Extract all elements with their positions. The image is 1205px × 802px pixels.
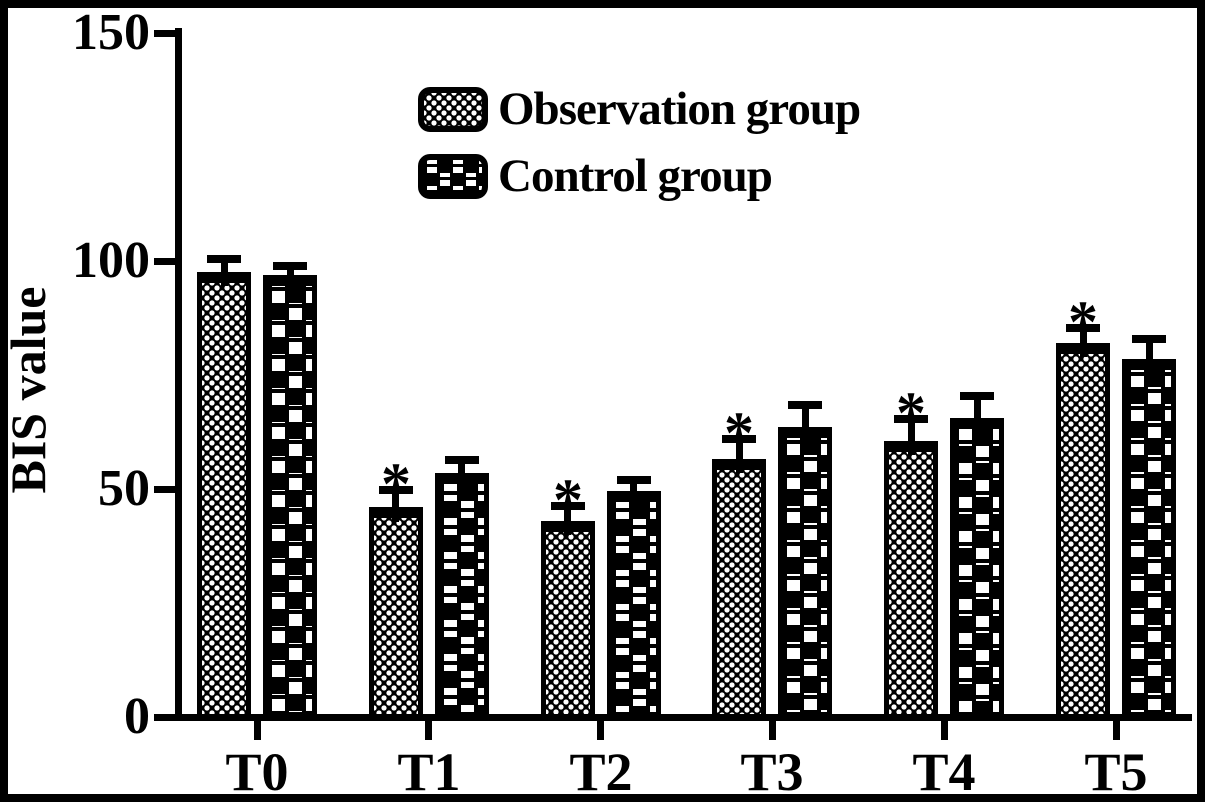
significance-asterisk-T3: *: [724, 400, 754, 466]
significance-asterisk-T2: *: [553, 467, 583, 533]
error-bar-stem-control-T2: [630, 484, 637, 505]
bar-observation-T2: [541, 521, 595, 721]
bar-observation-T5: [1056, 343, 1110, 721]
bar-observation-T1: [369, 507, 423, 721]
bar-control-T4: [950, 418, 1004, 721]
error-bar-cap-observation-T3: [722, 435, 756, 443]
x-tick-label-T1: T1: [397, 742, 461, 802]
error-bar-cap-observation-T1: [379, 486, 413, 494]
error-bar-cap-observation-T0: [207, 255, 241, 263]
error-bar-stem-observation-T0: [221, 263, 228, 286]
x-tick-label-T2: T2: [569, 742, 633, 802]
x-tick-mark-T2: [597, 721, 604, 740]
y-axis-line: [175, 28, 182, 721]
legend-label-observation-group: Observation group: [498, 83, 861, 135]
x-tick-label-T4: T4: [912, 742, 976, 802]
significance-asterisk-T1: *: [381, 451, 411, 517]
x-tick-mark-T1: [425, 721, 432, 740]
error-bar-stem-observation-T5: [1080, 332, 1087, 357]
x-tick-mark-T4: [941, 721, 948, 740]
legend-item-observation-group: Observation group: [418, 83, 861, 135]
x-tick-label-T3: T3: [740, 742, 804, 802]
error-bar-cap-control-T5: [1132, 335, 1166, 343]
bar-control-T3: [778, 427, 832, 721]
legend-item-control-group: Control group: [418, 150, 860, 202]
error-bar-cap-observation-T4: [894, 415, 928, 423]
significance-asterisk-T5: *: [1068, 289, 1098, 355]
y-tick-mark-0: [154, 714, 176, 721]
y-tick-mark-50: [154, 486, 176, 493]
error-bar-stem-control-T5: [1146, 343, 1153, 373]
error-bar-stem-observation-T1: [392, 494, 399, 522]
x-tick-mark-T3: [769, 721, 776, 740]
bar-control-T1: [435, 473, 489, 721]
error-bar-cap-observation-T5: [1066, 324, 1100, 332]
error-bar-cap-control-T3: [788, 401, 822, 409]
observation-group-pattern-swatch-icon: [418, 86, 488, 132]
bar-observation-T3: [712, 459, 766, 721]
y-tick-label-0: 0: [124, 688, 150, 745]
error-bar-stem-control-T1: [458, 464, 465, 487]
significance-asterisk-T4: *: [896, 380, 926, 446]
bar-observation-T4: [884, 441, 938, 721]
error-bar-cap-control-T2: [617, 476, 651, 484]
error-bar-stem-control-T4: [974, 400, 981, 432]
error-bar-stem-control-T3: [802, 409, 809, 441]
x-axis-line: [154, 714, 1192, 721]
error-bar-cap-control-T4: [960, 392, 994, 400]
error-bar-cap-control-T0: [273, 262, 307, 270]
error-bar-stem-observation-T3: [736, 443, 743, 473]
bar-observation-T0: [197, 272, 251, 721]
error-bar-cap-control-T1: [445, 456, 479, 464]
y-tick-mark-100: [154, 258, 176, 265]
error-bar-cap-observation-T2: [551, 502, 585, 510]
error-bar-stem-observation-T2: [564, 510, 571, 535]
error-bar-stem-observation-T4: [908, 423, 915, 455]
y-tick-mark-150: [154, 30, 176, 37]
x-tick-mark-T0: [254, 721, 261, 740]
control-group-pattern-swatch-icon: [418, 153, 488, 199]
x-tick-label-T5: T5: [1084, 742, 1148, 802]
y-tick-label-150: 150: [72, 4, 150, 61]
legend: Observation group Control group: [418, 83, 861, 220]
x-tick-mark-T5: [1113, 721, 1120, 740]
y-tick-label-50: 50: [98, 460, 150, 517]
legend-label-control-group: Control group: [498, 150, 773, 202]
bar-control-T2: [607, 491, 661, 721]
x-tick-label-T0: T0: [225, 742, 289, 802]
bar-control-T5: [1122, 359, 1176, 721]
bar-control-T0: [263, 275, 317, 721]
y-tick-label-100: 100: [72, 232, 150, 289]
error-bar-stem-control-T0: [287, 270, 294, 289]
